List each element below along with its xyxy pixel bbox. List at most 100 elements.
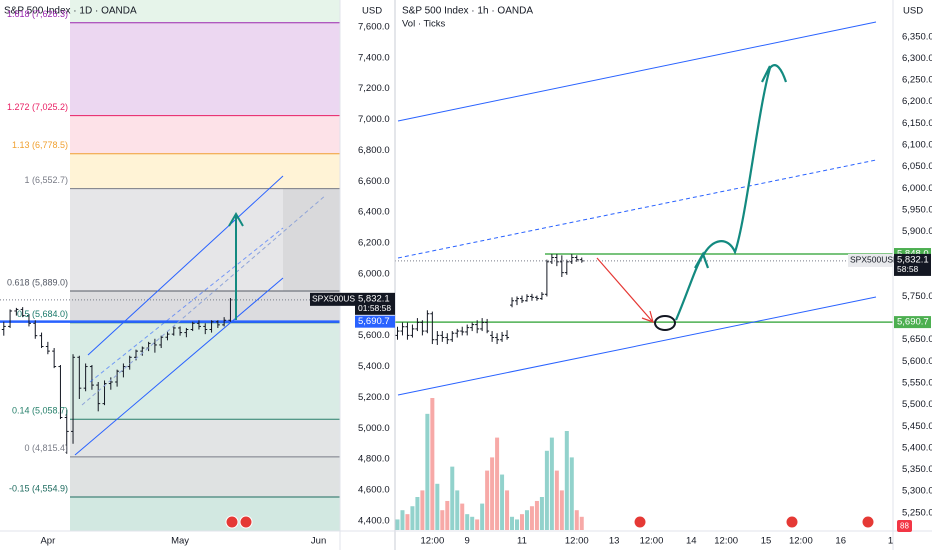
y-tick-label: 7,000.0	[358, 114, 390, 125]
volume-bar	[485, 470, 490, 530]
volume-bar	[475, 519, 480, 530]
x-tick-label: Jun	[311, 536, 326, 547]
y-tick-label: 7,200.0	[358, 83, 390, 94]
fib-label: 1.618 (7,626.3)	[7, 9, 68, 19]
volume-bar	[400, 510, 405, 530]
x-tick-label: 12:00	[565, 536, 589, 547]
y-tick-label: 6,050.0	[902, 161, 932, 172]
y-tick-label: 5,550.0	[902, 378, 932, 389]
volume-bar	[534, 500, 539, 530]
flag	[633, 515, 647, 529]
last-price-label: 5,832.1	[358, 293, 390, 304]
event-flags	[225, 515, 875, 529]
y-tick-label: 6,300.0	[902, 53, 932, 64]
volume-bar	[425, 413, 430, 530]
fib-band	[70, 322, 340, 420]
x-tick-label: 12:00	[420, 536, 444, 547]
arrow	[228, 212, 244, 320]
y-tick-label: 6,350.0	[902, 31, 932, 42]
volume-bar	[415, 497, 420, 530]
y-tick-label: 4,800.0	[358, 454, 390, 465]
volume-bar	[435, 483, 440, 530]
label-layer: S&P 500 Index · 1D · OANDA USD S&P 500 I…	[4, 6, 932, 547]
last-price-label: 5,832.1	[897, 254, 929, 265]
x-tick-label: 12:00	[714, 536, 738, 547]
countdown: 58:58	[897, 264, 919, 274]
fib-band	[70, 153, 340, 189]
y-tick-label: 6,250.0	[902, 75, 932, 86]
channel-line	[87, 175, 284, 356]
y-tick-label: 6,600.0	[358, 176, 390, 187]
y-tick-label: 5,500.0	[902, 399, 932, 410]
flag	[225, 515, 239, 529]
symbol-label: SPX500USD	[312, 294, 361, 304]
badge-box	[897, 520, 912, 532]
fib-band	[70, 115, 340, 154]
volume-bar	[495, 437, 500, 530]
volume-bar	[460, 503, 465, 530]
fib-label: 0.618 (5,889.0)	[7, 277, 68, 287]
y-tick-label: 6,200.0	[902, 96, 932, 107]
x-tick-label: May	[171, 536, 189, 547]
y-tick-label: 5,600.0	[358, 330, 390, 341]
y-tick-label: 6,000.0	[358, 268, 390, 279]
y-tick-label: 5,250.0	[902, 507, 932, 518]
volume-bar	[440, 510, 445, 530]
y-tick-label: 5,900.0	[902, 226, 932, 237]
fib-label: 1.13 (6,778.5)	[12, 140, 68, 150]
y-tick-label: 5,400.0	[902, 442, 932, 453]
channel-line	[74, 277, 284, 456]
chart-title: S&P 500 Index · 1D · OANDA	[4, 6, 137, 17]
volume-bar	[470, 516, 475, 530]
flag	[785, 515, 799, 529]
symbol-tag	[310, 292, 355, 306]
volume-bar	[569, 457, 574, 530]
currency: USD	[362, 6, 382, 17]
fib-label: -0.15 (4,554.9)	[9, 483, 68, 493]
volume-bar	[395, 519, 400, 530]
badge: 88	[900, 522, 909, 531]
volume-bar	[574, 510, 579, 530]
fib-label: 0.14 (5,058.7)	[12, 406, 68, 416]
x-tick-label: 11	[517, 536, 527, 547]
price-label: 5,690.7	[358, 316, 390, 327]
volume-bar	[510, 516, 515, 530]
volume-bar	[480, 503, 485, 530]
volume-bar	[559, 490, 564, 530]
y-tick-label: 5,950.0	[902, 204, 932, 215]
y-tick-label: 6,000.0	[902, 183, 932, 194]
y-tick-label: 6,400.0	[358, 207, 390, 218]
volume-bar	[405, 514, 410, 530]
volume-bar	[420, 490, 425, 530]
x-tick-label: 16	[835, 536, 846, 547]
volume-bar	[539, 497, 544, 530]
y-tick-label: 5,450.0	[902, 421, 932, 432]
volume-bar	[430, 398, 435, 530]
volume-bar	[455, 490, 460, 530]
subtitle: Vol · Ticks	[402, 19, 446, 30]
fib-band	[70, 419, 340, 457]
y-tick-label: 5,350.0	[902, 464, 932, 475]
fib-band	[70, 497, 340, 531]
x-tick-label: 9	[465, 536, 470, 547]
volume-bar	[579, 516, 584, 530]
volume-bar	[519, 514, 524, 530]
countdown: 01:58:58	[358, 303, 391, 313]
price-tag	[355, 315, 395, 328]
y-tick-label: 6,150.0	[902, 118, 932, 129]
volume-bar	[450, 466, 455, 530]
chart-title: S&P 500 Index · 1h · OANDA	[402, 6, 533, 17]
symbol-tag	[848, 253, 893, 267]
y-tick-label: 5,600.0	[902, 356, 932, 367]
fib-label: 0 (4,815.4)	[24, 443, 68, 453]
fib-band	[70, 188, 340, 292]
fib-label: 1.272 (7,025.2)	[7, 102, 68, 112]
volume-bar	[544, 450, 549, 530]
arrow	[596, 257, 654, 323]
y-tick-label: 7,400.0	[358, 52, 390, 63]
channel-line	[397, 296, 877, 396]
base-layer	[0, 0, 893, 531]
volume-bar	[549, 437, 554, 530]
